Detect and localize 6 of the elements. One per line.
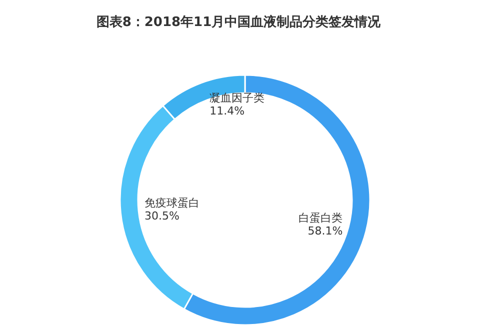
data-label: 11.4% — [210, 104, 245, 118]
data-label: 30.5% — [144, 209, 180, 222]
chart-title: 图表8：2018年11月中国血液制品分类签发情况 — [96, 14, 382, 30]
slice-label: 白蛋白类 — [298, 211, 343, 224]
slice-label: 免疫球蛋白 — [144, 196, 200, 210]
data-label: 58.1% — [308, 224, 343, 238]
